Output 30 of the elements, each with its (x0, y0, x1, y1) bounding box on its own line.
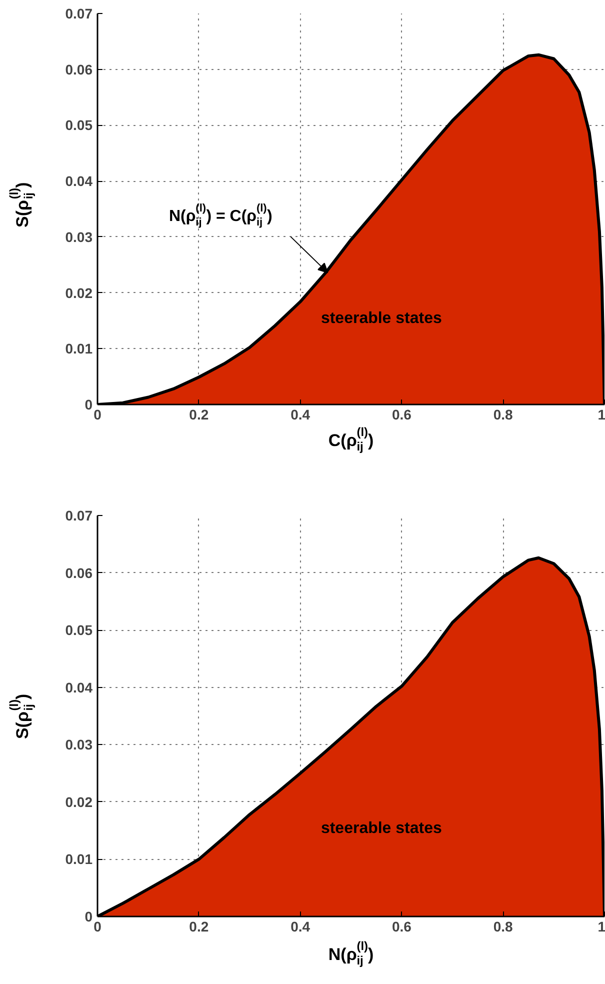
x-tick-label: 0.6 (392, 918, 412, 934)
x-tick-label: 1 (598, 918, 605, 934)
y-tick-label: 0.06 (65, 564, 93, 581)
x-tick-label: 0.2 (189, 918, 209, 934)
annotation: steerable states (320, 820, 442, 837)
y-tick-label: 0.06 (65, 61, 93, 78)
y-tick-label: 0.07 (65, 508, 93, 524)
y-tick-label: 0.01 (65, 340, 93, 357)
x-tick-label: 0.6 (392, 406, 412, 422)
y-axis-title: S(ρ(l)ij) (7, 694, 36, 740)
y-tick-label: 0.05 (65, 117, 93, 134)
y-tick-label: 0 (84, 908, 93, 924)
x-tick-label: 0.8 (493, 918, 514, 934)
y-axis-title: S(ρ(l)ij) (7, 182, 36, 228)
y-tick-label: 0.03 (65, 736, 93, 753)
y-tick-label: 0.01 (65, 851, 93, 868)
x-tick-label: 0.2 (189, 406, 209, 422)
y-tick-label: 0.02 (65, 284, 93, 301)
y-tick-label: 0.07 (65, 6, 93, 22)
x-tick-label: 0.8 (493, 406, 514, 422)
y-tick-label: 0 (84, 396, 93, 412)
y-tick-label: 0.04 (65, 173, 93, 190)
y-tick-label: 0.03 (65, 228, 93, 245)
x-tick-label: 1 (598, 406, 605, 422)
x-tick-label: 0.4 (290, 406, 310, 422)
annotation: steerable states (320, 310, 442, 327)
y-tick-label: 0.05 (65, 622, 93, 638)
x-tick-label: 0.4 (290, 918, 310, 934)
y-tick-label: 0.02 (65, 794, 93, 810)
y-tick-label: 0.04 (65, 679, 93, 696)
